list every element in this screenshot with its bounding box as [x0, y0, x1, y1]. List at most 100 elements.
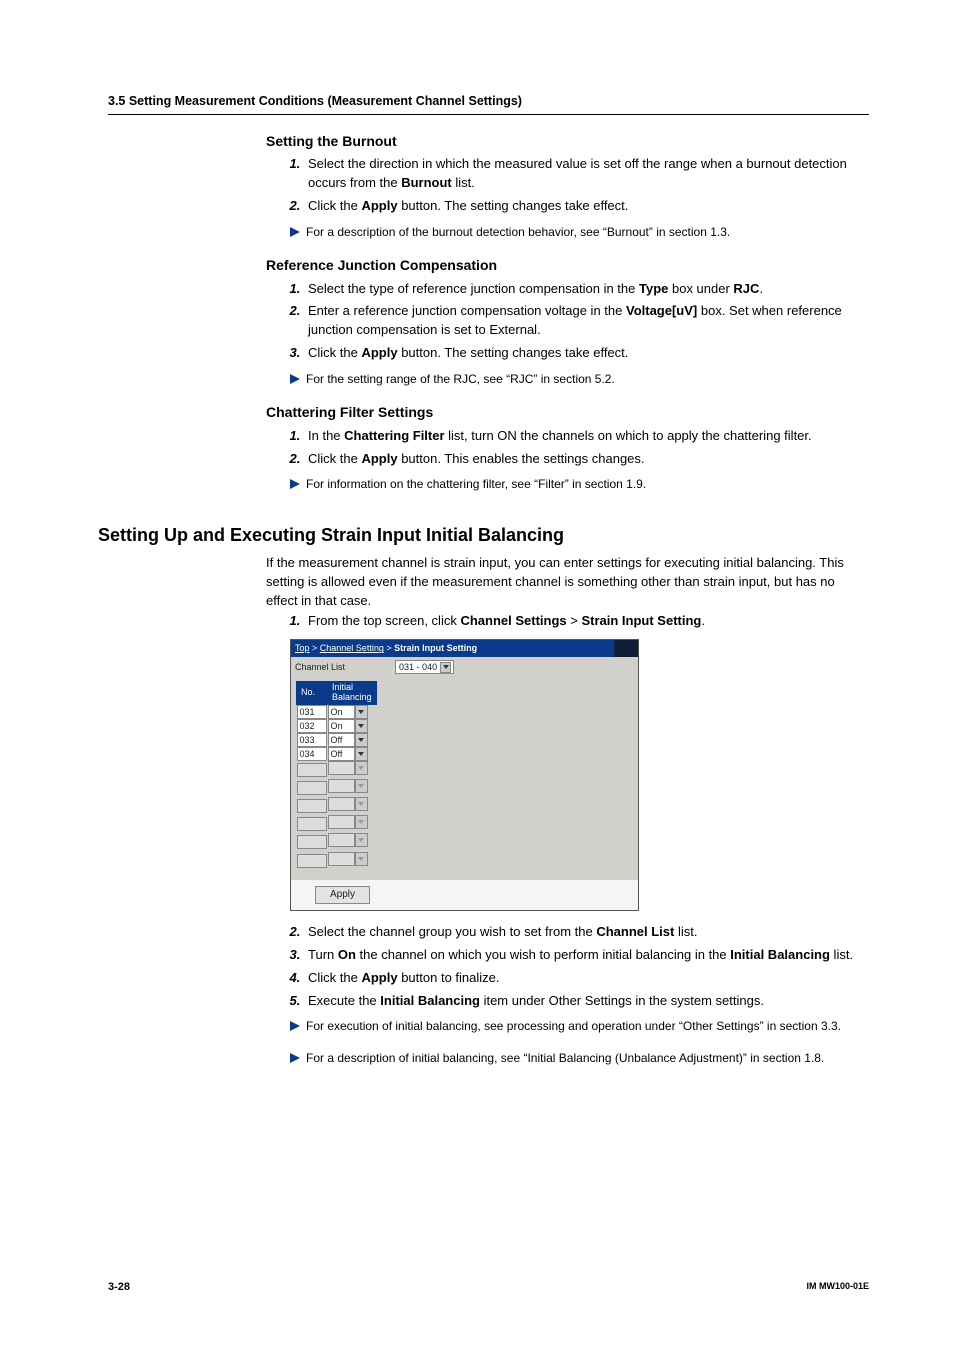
strain-steps-1: From the top screen, click Channel Setti…	[266, 612, 869, 631]
chevron-down-icon	[355, 761, 368, 775]
channel-table: No. Initial Balancing 031On032On033Off03…	[296, 681, 377, 869]
note-text: For a description of the burnout detecti…	[306, 224, 730, 241]
no-cell: 031	[297, 705, 327, 719]
note-text: For a description of initial balancing, …	[306, 1050, 824, 1067]
select-value: Off	[328, 733, 355, 747]
chevron-down-icon	[355, 797, 368, 811]
no-cell	[297, 817, 327, 831]
list-item: Enter a reference junction compensation …	[304, 302, 869, 340]
table-row	[297, 779, 377, 797]
heading-strain: Setting Up and Executing Strain Input In…	[98, 522, 869, 548]
heading-rjc: Reference Junction Compensation	[266, 255, 869, 275]
note-icon	[290, 479, 300, 489]
chevron-down-icon[interactable]	[355, 733, 368, 747]
note: For execution of initial balancing, see …	[290, 1018, 869, 1035]
list-item: Select the direction in which the measur…	[304, 155, 869, 193]
balancing-select[interactable]: Off	[328, 733, 368, 747]
toolbar-label: Channel List	[295, 661, 345, 674]
table-row	[297, 761, 377, 779]
heading-chatter: Chattering Filter Settings	[266, 402, 869, 422]
chevron-down-icon	[355, 852, 368, 866]
heading-burnout: Setting the Burnout	[266, 131, 869, 151]
list-item: Click the Apply button to finalize.	[304, 969, 869, 988]
note-text: For information on the chattering filter…	[306, 476, 646, 493]
no-cell: 033	[297, 733, 327, 747]
list-item: Click the Apply button. The setting chan…	[304, 344, 869, 363]
balancing-select	[328, 761, 368, 775]
chevron-down-icon[interactable]	[355, 747, 368, 761]
note-icon	[290, 374, 300, 384]
list-item: Execute the Initial Balancing item under…	[304, 992, 869, 1011]
table-row	[297, 833, 377, 851]
select-value: On	[328, 705, 355, 719]
balancing-select	[328, 833, 368, 847]
balancing-select	[328, 815, 368, 829]
select-value: On	[328, 719, 355, 733]
list-item: In the Chattering Filter list, turn ON t…	[304, 427, 869, 446]
balancing-select[interactable]: Off	[328, 747, 368, 761]
balancing-select	[328, 779, 368, 793]
doc-id: IM MW100-01E	[806, 1280, 869, 1296]
no-cell: 032	[297, 719, 327, 733]
chevron-down-icon[interactable]	[440, 662, 451, 673]
chevron-down-icon	[355, 815, 368, 829]
select-value	[328, 779, 355, 793]
col-no: No.	[297, 682, 328, 705]
no-cell	[297, 835, 327, 849]
breadcrumb: Top > Channel Setting > Strain Input Set…	[291, 640, 638, 657]
balancing-select[interactable]: On	[328, 719, 368, 733]
note: For the setting range of the RJC, see “R…	[290, 371, 869, 388]
table-row: 032On	[297, 719, 377, 733]
select-value	[328, 815, 355, 829]
select-value	[328, 852, 355, 866]
chevron-down-icon[interactable]	[355, 705, 368, 719]
list-item: Click the Apply button. The setting chan…	[304, 197, 869, 216]
select-value	[328, 833, 355, 847]
note-icon	[290, 227, 300, 237]
table-row	[297, 815, 377, 833]
table-row	[297, 797, 377, 815]
no-cell	[297, 799, 327, 813]
note-icon	[290, 1021, 300, 1031]
section-header: 3.5 Setting Measurement Conditions (Meas…	[108, 92, 869, 115]
screenshot-strain-input: Top > Channel Setting > Strain Input Set…	[290, 639, 639, 911]
list-item: Turn On the channel on which you wish to…	[304, 946, 869, 965]
apply-button[interactable]: Apply	[315, 886, 370, 905]
balancing-select[interactable]: On	[328, 705, 368, 719]
select-value: 031 - 040	[399, 661, 437, 674]
note: For information on the chattering filter…	[290, 476, 869, 493]
chevron-down-icon	[355, 833, 368, 847]
col-balancing: Initial Balancing	[328, 682, 377, 705]
note: For a description of the burnout detecti…	[290, 224, 869, 241]
strain-intro: If the measurement channel is strain inp…	[266, 554, 869, 611]
chatter-steps: In the Chattering Filter list, turn ON t…	[266, 427, 869, 469]
table-row: 033Off	[297, 733, 377, 747]
chevron-down-icon[interactable]	[355, 719, 368, 733]
list-item: From the top screen, click Channel Setti…	[304, 612, 869, 631]
table-row: 031On	[297, 705, 377, 720]
strain-steps-2: Select the channel group you wish to set…	[266, 923, 869, 1010]
rjc-steps: Select the type of reference junction co…	[266, 280, 869, 363]
list-item: Click the Apply button. This enables the…	[304, 450, 869, 469]
no-cell	[297, 763, 327, 777]
note: For a description of initial balancing, …	[290, 1050, 869, 1067]
balancing-select	[328, 852, 368, 866]
note-icon	[290, 1053, 300, 1063]
list-item: Select the channel group you wish to set…	[304, 923, 869, 942]
channel-list-select[interactable]: 031 - 040	[395, 660, 454, 674]
chevron-down-icon	[355, 779, 368, 793]
list-item: Select the type of reference junction co…	[304, 280, 869, 299]
note-text: For execution of initial balancing, see …	[306, 1018, 841, 1035]
note-text: For the setting range of the RJC, see “R…	[306, 371, 615, 388]
no-cell	[297, 781, 327, 795]
table-row	[297, 852, 377, 870]
page-number: 3-28	[108, 1280, 130, 1296]
balancing-select	[328, 797, 368, 811]
select-value: Off	[328, 747, 355, 761]
burnout-steps: Select the direction in which the measur…	[266, 155, 869, 216]
select-value	[328, 797, 355, 811]
no-cell	[297, 854, 327, 868]
no-cell: 034	[297, 747, 327, 761]
select-value	[328, 761, 355, 775]
table-row: 034Off	[297, 747, 377, 761]
